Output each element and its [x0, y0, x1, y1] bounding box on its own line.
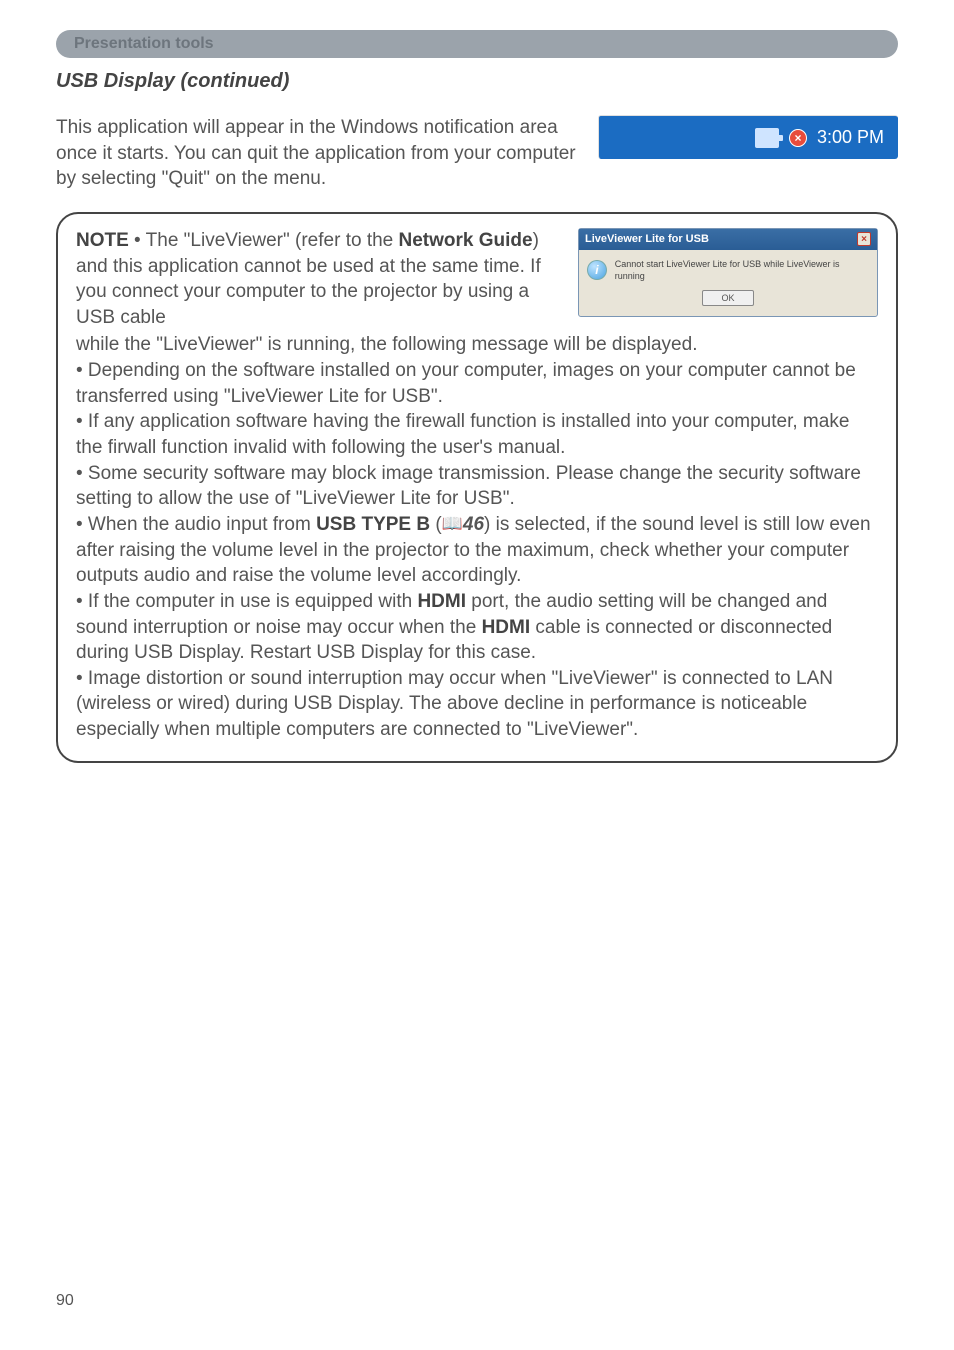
dialog-titlebar: LiveViewer Lite for USB ×: [579, 229, 877, 250]
windows-systray: × 3:00 PM: [598, 115, 898, 159]
note-bullet6: • Image distortion or sound interruption…: [76, 666, 878, 743]
note-line2: while the "LiveViewer" is running, the f…: [76, 332, 878, 358]
intro-paragraph: This application will appear in the Wind…: [56, 115, 578, 192]
note-bullet4: • When the audio input from USB TYPE B (…: [76, 512, 878, 589]
note-box: NOTE • The "LiveViewer" (refer to the Ne…: [56, 212, 898, 763]
note-network-guide: Network Guide: [399, 230, 533, 251]
page-subheading: USB Display (continued): [56, 70, 898, 93]
manual-icon: 📖: [442, 513, 463, 536]
section-header-text: Presentation tools: [74, 35, 214, 52]
note-bullet5: • If the computer in use is equipped wit…: [76, 589, 878, 666]
tray-clock: 3:00 PM: [817, 127, 884, 148]
section-header: Presentation tools: [56, 30, 898, 58]
close-tray-icon[interactable]: ×: [789, 129, 807, 147]
note-bullet2: • If any application software having the…: [76, 409, 878, 460]
dialog-title-text: LiveViewer Lite for USB: [585, 232, 709, 247]
note-label: NOTE: [76, 230, 129, 251]
note-bullet3: • Some security software may block image…: [76, 461, 878, 512]
page-number: 90: [56, 1292, 74, 1310]
note-bullet1: • Depending on the software installed on…: [76, 358, 878, 409]
dialog-ok-button[interactable]: OK: [702, 290, 753, 306]
info-icon: i: [587, 260, 607, 280]
projector-tray-icon[interactable]: [755, 128, 779, 148]
note-line1a: • The "LiveViewer" (refer to the: [129, 230, 399, 251]
dialog-message: Cannot start LiveViewer Lite for USB whi…: [615, 258, 869, 282]
liveviewer-dialog: LiveViewer Lite for USB × i Cannot start…: [578, 228, 878, 317]
dialog-close-icon[interactable]: ×: [857, 232, 871, 246]
